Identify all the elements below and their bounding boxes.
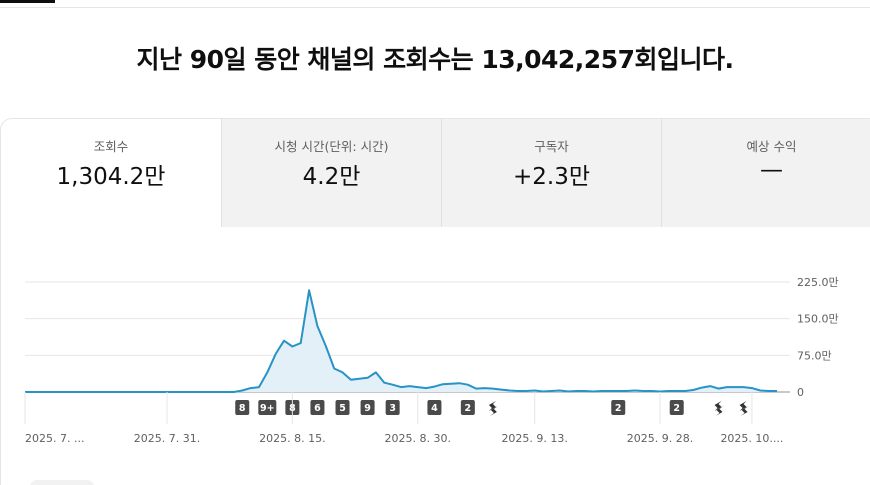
x-tick-label: 2025. 7. ... bbox=[25, 432, 84, 445]
video-count-badge[interactable]: 3 bbox=[385, 400, 400, 415]
metric-value: — bbox=[760, 157, 783, 183]
badge-background bbox=[335, 400, 350, 415]
shorts-icon-part bbox=[715, 406, 724, 416]
y-tick-label: 150.0만 bbox=[797, 313, 839, 326]
badge-label: 5 bbox=[339, 403, 346, 414]
shorts-marker[interactable] bbox=[488, 401, 498, 416]
metric-label: 시청 시간(단위: 시간) bbox=[274, 139, 389, 154]
badge-background bbox=[669, 400, 684, 415]
metric-tabs: 조회수 1,304.2만 시청 시간(단위: 시간) 4.2만 구독자 +2.3… bbox=[1, 119, 870, 227]
shorts-icon bbox=[714, 401, 722, 411]
video-count-badge[interactable]: 9 bbox=[360, 400, 375, 415]
analytics-card: 조회수 1,304.2만 시청 시간(단위: 시간) 4.2만 구독자 +2.3… bbox=[0, 118, 870, 485]
chart-video-badges: 89+865934222 bbox=[235, 400, 749, 416]
active-tab-indicator bbox=[0, 0, 55, 3]
chart-x-ticks: 2025. 7. ... 2025. 7. 31. 2025. 8. 15. 2025… bbox=[24, 392, 783, 445]
badge-background bbox=[360, 400, 375, 415]
badge-background bbox=[235, 400, 250, 415]
badge-background bbox=[611, 400, 626, 415]
page-title: 지난 90일 동안 채널의 조회수는 13,042,257회입니다. bbox=[136, 45, 734, 74]
shorts-icon-part bbox=[740, 406, 749, 416]
shorts-icon-part bbox=[489, 406, 498, 416]
badge-background bbox=[385, 400, 400, 415]
chart-area-fill bbox=[25, 290, 777, 392]
video-count-badge[interactable]: 5 bbox=[335, 400, 350, 415]
badge-label: 4 bbox=[431, 403, 438, 414]
badge-label: 8 bbox=[239, 403, 246, 414]
chart-area-layer bbox=[25, 289, 777, 393]
shorts-icon bbox=[488, 401, 496, 411]
y-tick-label: 0 bbox=[797, 386, 804, 399]
video-count-badge[interactable]: 6 bbox=[310, 400, 325, 415]
x-tick-label: 2025. 7. 31. bbox=[134, 432, 200, 445]
badge-background bbox=[258, 400, 277, 415]
video-count-badge[interactable]: 2 bbox=[669, 400, 684, 415]
metric-value: 4.2만 bbox=[302, 164, 361, 190]
chart-y-ticks: 225.0만 150.0만 75.0만 0 bbox=[797, 276, 839, 399]
metric-label: 예상 수익 bbox=[746, 139, 797, 154]
shorts-icon bbox=[739, 401, 747, 411]
metric-tab-views[interactable]: 조회수 1,304.2만 bbox=[1, 119, 221, 227]
shorts-marker[interactable] bbox=[714, 401, 724, 416]
metric-label: 구독자 bbox=[534, 139, 569, 154]
divider bbox=[0, 7, 870, 8]
chart-series-line bbox=[25, 289, 777, 393]
x-tick-label: 2025. 8. 30. bbox=[384, 432, 450, 445]
metric-value: 1,304.2만 bbox=[56, 164, 166, 190]
x-tick-label: 2025. 9. 13. bbox=[501, 432, 567, 445]
y-tick-label: 225.0만 bbox=[797, 276, 839, 289]
shorts-marker[interactable] bbox=[739, 401, 749, 416]
metric-tab-watch-time[interactable]: 시청 시간(단위: 시간) 4.2만 bbox=[221, 119, 441, 227]
metric-value: +2.3만 bbox=[512, 164, 590, 190]
badge-label: 3 bbox=[389, 403, 396, 414]
x-tick-label: 2025. 10.... bbox=[720, 432, 783, 445]
bottom-button[interactable] bbox=[30, 480, 94, 485]
badge-label: 2 bbox=[615, 403, 622, 414]
y-tick-label: 75.0만 bbox=[797, 349, 832, 362]
video-count-badge[interactable]: 4 bbox=[427, 400, 442, 415]
badge-background bbox=[460, 400, 475, 415]
badge-label: 9 bbox=[364, 403, 371, 414]
badge-label: 2 bbox=[465, 403, 472, 414]
metric-tab-revenue[interactable]: 예상 수익 — bbox=[661, 119, 870, 227]
metric-tab-subscribers[interactable]: 구독자 +2.3만 bbox=[441, 119, 661, 227]
badge-label: 2 bbox=[673, 403, 680, 414]
x-tick-label: 2025. 9. 28. bbox=[627, 432, 693, 445]
video-count-badge[interactable]: 9+ bbox=[258, 400, 277, 415]
metric-label: 조회수 bbox=[93, 139, 129, 154]
badge-label: 6 bbox=[314, 403, 321, 414]
badge-label: 9+ bbox=[260, 403, 275, 414]
badge-background bbox=[427, 400, 442, 415]
chart-gridlines bbox=[25, 281, 790, 393]
x-tick-label: 2025. 8. 15. bbox=[259, 432, 325, 445]
video-count-badge[interactable]: 2 bbox=[460, 400, 475, 415]
badge-background bbox=[310, 400, 325, 415]
video-count-badge[interactable]: 2 bbox=[611, 400, 626, 415]
video-count-badge[interactable]: 8 bbox=[235, 400, 250, 415]
